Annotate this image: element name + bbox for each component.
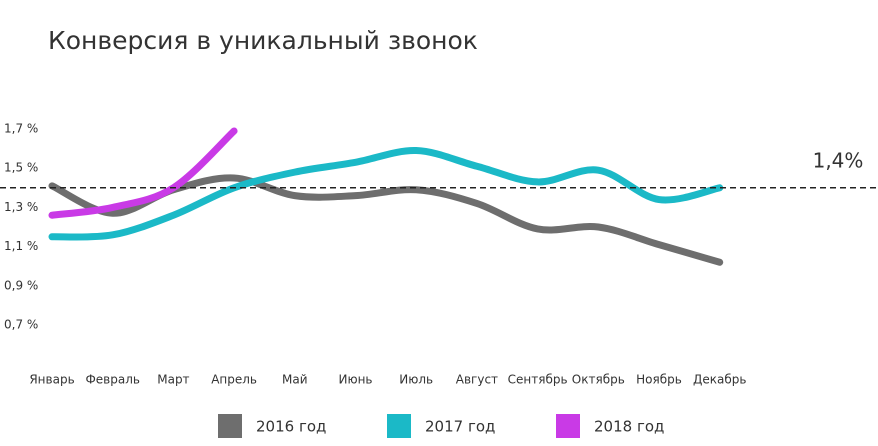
x-tick-label: Ноябрь (636, 373, 682, 387)
y-tick-label: 1,3 % (4, 200, 38, 214)
x-tick-label: Июнь (339, 373, 373, 387)
legend-swatch (387, 414, 411, 438)
x-tick-label: Октябрь (572, 373, 625, 387)
x-tick-label: Февраль (85, 373, 140, 387)
legend-swatch (556, 414, 580, 438)
x-tick-label: Сентябрь (508, 373, 568, 387)
y-tick-label: 1,5 % (4, 161, 38, 175)
chart-title: Конверсия в уникальный звонок (48, 26, 478, 55)
x-tick-label: Август (456, 373, 498, 387)
y-tick-label: 1,1 % (4, 239, 38, 253)
legend-label: 2016 год (256, 418, 326, 436)
legend-label: 2017 год (425, 418, 495, 436)
x-tick-label: Май (282, 373, 308, 387)
y-tick-label: 0,9 % (4, 278, 38, 292)
y-tick-label: 1,7 % (4, 122, 38, 136)
x-tick-label: Апрель (211, 373, 257, 387)
series-line (48, 147, 724, 241)
legend-swatch (218, 414, 242, 438)
x-tick-label: Июль (399, 373, 433, 387)
x-tick-label: Декабрь (693, 373, 746, 387)
x-tick-label: Март (157, 373, 189, 387)
reference-label: 1,4% (813, 148, 864, 172)
series-line (48, 127, 238, 219)
legend-label: 2018 год (594, 418, 664, 436)
y-tick-label: 0,7 % (4, 318, 38, 332)
x-tick-label: Январь (29, 373, 74, 387)
